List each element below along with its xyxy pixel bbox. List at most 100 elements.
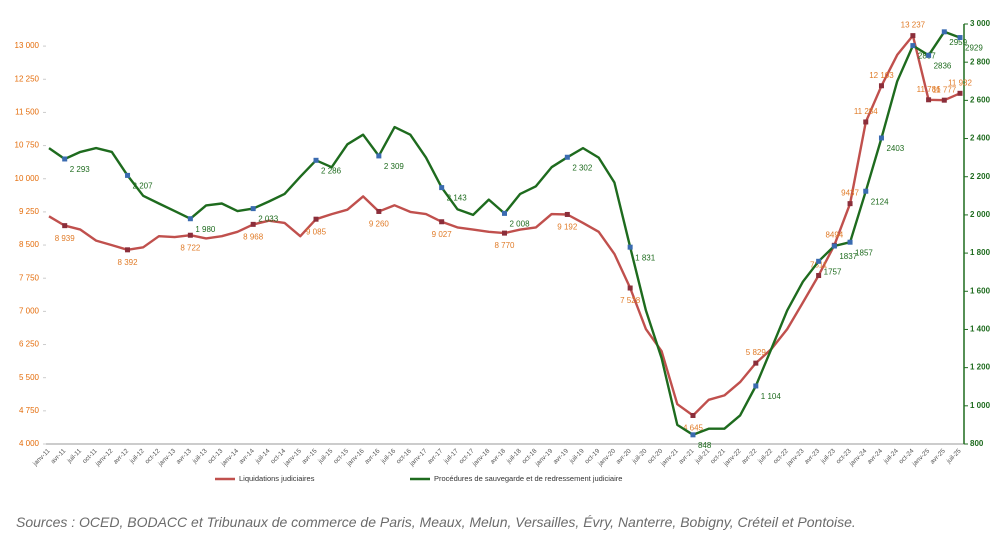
data-marker bbox=[564, 154, 570, 160]
data-marker bbox=[753, 360, 759, 366]
x-tick-label: avr-11 bbox=[50, 447, 68, 465]
data-label: 13 237 bbox=[901, 21, 926, 30]
y2-tick-label: 2 600 bbox=[970, 95, 991, 104]
x-tick-label: avr-20 bbox=[615, 447, 633, 465]
x-tick-label: juil-12 bbox=[128, 447, 146, 465]
data-label: 8 722 bbox=[180, 243, 201, 252]
data-label: 1757 bbox=[824, 267, 842, 276]
data-marker bbox=[250, 206, 256, 212]
y-tick-label: 10 750 bbox=[15, 141, 40, 150]
x-tick-label: juil-21 bbox=[693, 447, 711, 465]
data-marker bbox=[816, 273, 822, 279]
data-label: 1 831 bbox=[635, 253, 656, 262]
data-label: 11 932 bbox=[948, 78, 972, 87]
data-marker bbox=[816, 258, 822, 264]
data-label: 11 284 bbox=[854, 107, 878, 116]
y-tick-label: 12 250 bbox=[15, 74, 40, 83]
data-label: 2403 bbox=[886, 144, 904, 153]
x-tick-label: janv-25 bbox=[910, 447, 931, 468]
x-tick-label: juil-13 bbox=[191, 447, 209, 465]
data-label: 1837 bbox=[839, 252, 857, 261]
data-marker bbox=[831, 243, 837, 249]
x-tick-label: juil-14 bbox=[254, 447, 272, 465]
y2-tick-label: 3 000 bbox=[970, 19, 991, 28]
data-marker bbox=[187, 216, 193, 222]
data-marker bbox=[376, 208, 382, 214]
data-label: 8 392 bbox=[118, 258, 139, 267]
data-label: 2 207 bbox=[133, 182, 154, 191]
data-label: 2 033 bbox=[258, 215, 279, 224]
x-tick-label: avr-12 bbox=[112, 447, 130, 465]
data-marker bbox=[910, 33, 916, 39]
data-label: 11 786 bbox=[917, 85, 941, 94]
data-marker bbox=[439, 219, 445, 225]
x-tick-label: janv-18 bbox=[471, 447, 492, 468]
data-label: 9 260 bbox=[369, 220, 390, 229]
y2-tick-label: 800 bbox=[970, 439, 984, 448]
data-label: 2 302 bbox=[572, 163, 593, 172]
data-marker bbox=[376, 153, 382, 159]
x-tick-label: avr-19 bbox=[552, 447, 570, 465]
data-marker bbox=[847, 201, 853, 207]
y-tick-label: 7 750 bbox=[19, 273, 40, 282]
y-tick-label: 9 250 bbox=[19, 207, 40, 216]
data-marker bbox=[439, 185, 445, 191]
y2-tick-label: 1 000 bbox=[970, 401, 991, 410]
data-label: 12 103 bbox=[869, 71, 894, 80]
data-marker bbox=[690, 412, 696, 418]
data-label: 4 645 bbox=[683, 424, 704, 433]
data-label: 848 bbox=[698, 441, 712, 450]
y2-tick-label: 1 200 bbox=[970, 363, 991, 372]
data-marker bbox=[878, 83, 884, 89]
x-tick-label: avr-21 bbox=[678, 447, 696, 465]
x-tick-label: janv-12 bbox=[94, 447, 115, 468]
data-label: 2 143 bbox=[447, 194, 468, 203]
x-tick-label: avr-14 bbox=[238, 447, 256, 465]
data-marker bbox=[690, 432, 696, 438]
y-tick-label: 13 000 bbox=[15, 41, 40, 50]
data-marker bbox=[62, 156, 68, 162]
data-label: 8 968 bbox=[243, 232, 264, 241]
x-tick-label: janv-11 bbox=[31, 447, 52, 468]
x-tick-label: juil-24 bbox=[882, 447, 900, 465]
x-tick-label: avr-13 bbox=[175, 447, 193, 465]
y2-tick-label: 1 600 bbox=[970, 286, 991, 295]
data-marker bbox=[941, 97, 947, 103]
data-label: 9 027 bbox=[432, 230, 453, 239]
x-tick-label: juil-19 bbox=[568, 447, 586, 465]
data-label: 1 104 bbox=[761, 392, 782, 401]
data-marker bbox=[502, 230, 507, 236]
data-marker bbox=[926, 97, 932, 103]
x-tick-label: juil-23 bbox=[819, 447, 837, 465]
x-tick-label: avr-17 bbox=[426, 447, 444, 465]
data-marker bbox=[863, 188, 869, 194]
y-tick-label: 4 000 bbox=[19, 439, 40, 448]
data-marker bbox=[910, 43, 916, 49]
data-label: 1 980 bbox=[195, 225, 216, 234]
data-label: 8 939 bbox=[55, 234, 76, 243]
legend-label: Liquidations judiciaires bbox=[239, 474, 315, 483]
x-tick-label: juil-11 bbox=[65, 447, 83, 465]
y2-tick-label: 1 800 bbox=[970, 248, 991, 257]
y2-tick-label: 2 000 bbox=[970, 210, 991, 219]
y-tick-label: 4 750 bbox=[19, 406, 40, 415]
y2-tick-label: 2 800 bbox=[970, 57, 991, 66]
x-tick-label: avr-24 bbox=[866, 447, 884, 465]
series-line bbox=[48, 34, 961, 417]
data-label: 9437 bbox=[841, 189, 859, 198]
y-tick-label: 7 000 bbox=[19, 306, 40, 315]
y2-tick-label: 2 200 bbox=[970, 172, 991, 181]
data-label: 2124 bbox=[871, 197, 889, 206]
data-label: 2 309 bbox=[384, 162, 405, 171]
x-tick-label: janv-24 bbox=[848, 447, 869, 468]
x-tick-label: avr-15 bbox=[301, 447, 319, 465]
data-marker bbox=[957, 90, 963, 96]
x-tick-label: avr-23 bbox=[803, 447, 821, 465]
x-tick-label: janv-15 bbox=[282, 447, 303, 468]
x-tick-label: juil-25 bbox=[945, 447, 963, 465]
y-tick-label: 6 250 bbox=[19, 340, 40, 349]
x-tick-label: avr-18 bbox=[489, 447, 507, 465]
x-tick-label: janv-21 bbox=[659, 447, 680, 468]
data-label: 9 192 bbox=[557, 223, 578, 232]
